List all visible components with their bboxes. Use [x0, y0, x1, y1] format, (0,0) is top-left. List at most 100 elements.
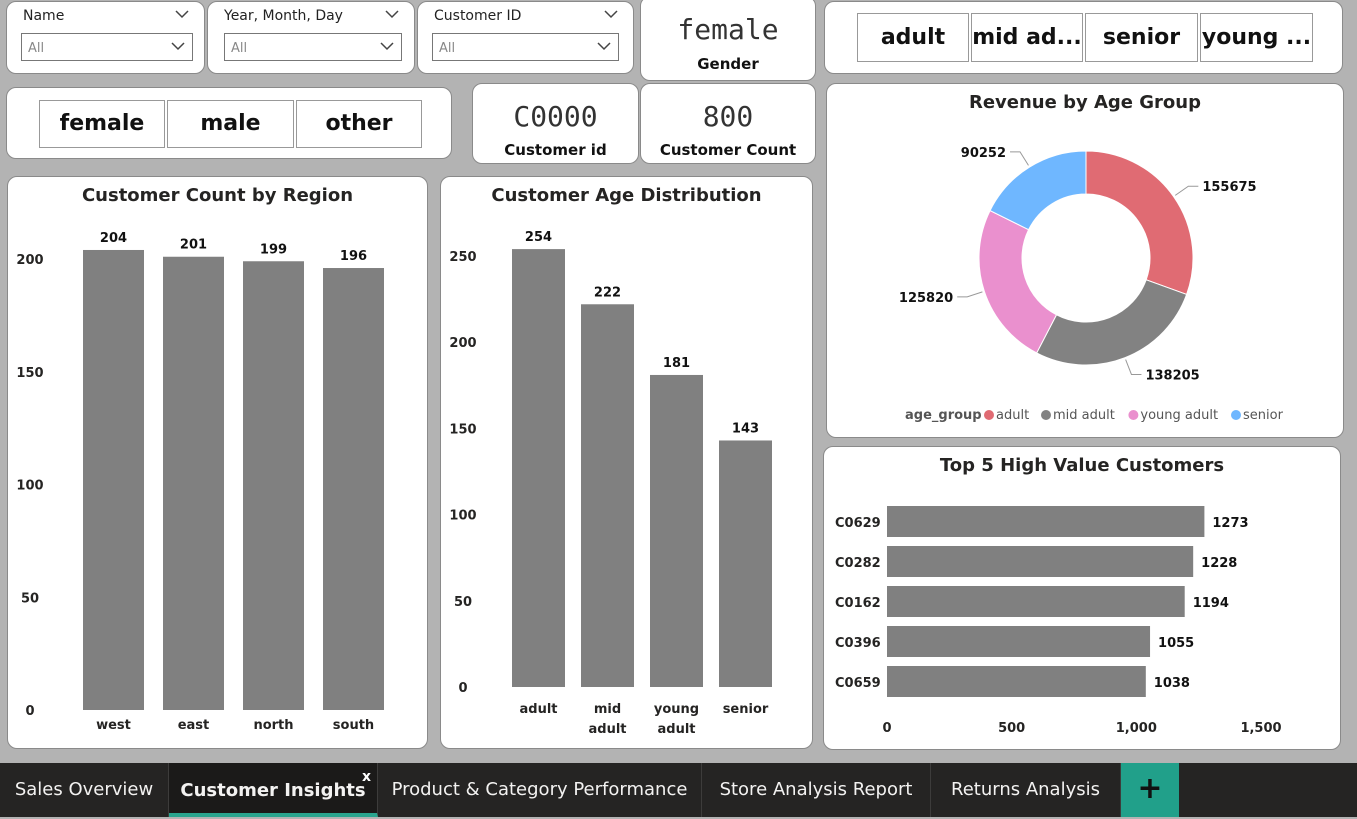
bar [887, 586, 1185, 617]
add-page-button[interactable]: + [1121, 763, 1179, 817]
age-button-senior[interactable]: senior [1085, 13, 1198, 62]
name-slicer-label: Name [23, 8, 65, 24]
bar [243, 261, 304, 710]
page-tab-bar: Sales Overview Customer Insights x Produ… [0, 763, 1357, 817]
bar [887, 506, 1205, 537]
y-tick-label: 50 [21, 591, 39, 606]
data-label: 199 [260, 242, 287, 257]
data-label: 204 [100, 231, 127, 246]
bar [887, 626, 1151, 657]
category-label: C0396 [835, 636, 881, 651]
date-slicer: Year, Month, Day All [207, 1, 415, 74]
age-button-mid-adult[interactable]: mid ad... [971, 13, 1083, 62]
age-chart-card: Customer Age Distribution 0 50 100 150 200 25… [440, 176, 813, 749]
y-tick-label: 0 [458, 681, 467, 696]
tab-store-analysis-report[interactable]: Store Analysis Report [702, 763, 931, 817]
slice-value-label: 125820 [899, 291, 953, 306]
close-icon[interactable]: x [361, 769, 371, 785]
date-slicer-label: Year, Month, Day [224, 8, 343, 24]
customer-id-dropdown-value: All [439, 41, 456, 56]
data-label: 1194 [1193, 596, 1229, 611]
x-tick-label: 1,500 [1240, 721, 1281, 736]
leader-line [957, 291, 983, 298]
customer-id-dropdown[interactable]: All [432, 33, 619, 61]
leader-line [1174, 185, 1199, 196]
gender-button-male[interactable]: male [167, 100, 294, 148]
age-group-slicer: adult mid ad... senior young ... [824, 1, 1343, 74]
gender-value: female [677, 13, 779, 46]
region-chart-card: Customer Count by Region 0 50 100 150 200 204… [7, 176, 428, 749]
y-tick-label: 50 [454, 595, 472, 610]
gender-card: female Gender [640, 0, 816, 81]
tab-label: Customer Insights [180, 780, 366, 801]
legend-marker [1041, 410, 1051, 420]
y-tick-label: 100 [16, 479, 43, 494]
legend-marker [984, 410, 994, 420]
data-label: 201 [180, 238, 207, 253]
top-customers-card: Top 5 High Value Customers C0629 1273 C028… [823, 446, 1341, 750]
data-label: 254 [525, 230, 552, 245]
tab-label: Store Analysis Report [719, 779, 913, 800]
customer-id-value: C0000 [513, 100, 598, 133]
category-label: south [333, 718, 374, 733]
category-label: C0659 [835, 676, 881, 691]
tab-product-category-performance[interactable]: Product & Category Performance [378, 763, 702, 817]
age-button-adult[interactable]: adult [857, 13, 969, 62]
category-label: adult [657, 722, 695, 737]
data-label: 1273 [1212, 516, 1248, 531]
revenue-donut-chart: 155675 138205 125820 90252 age_group adult mid… [899, 146, 1284, 423]
tab-label: Returns Analysis [951, 779, 1100, 800]
legend-item: adult [996, 408, 1029, 423]
bar [650, 374, 703, 687]
data-label: 1055 [1158, 636, 1194, 651]
y-tick-label: 150 [449, 422, 476, 437]
category-label: C0629 [835, 516, 881, 531]
gender-button-female[interactable]: female [39, 100, 165, 148]
customer-count-value: 800 [702, 100, 754, 133]
gender-button-other[interactable]: other [296, 100, 422, 148]
bar [83, 249, 144, 710]
y-tick-label: 100 [449, 509, 476, 524]
legend-item: young adult [1140, 408, 1218, 423]
donut-slice [978, 209, 1058, 354]
age-button-young-adult[interactable]: young ... [1200, 13, 1313, 62]
age-chart-title: Customer Age Distribution [491, 185, 762, 206]
bar [163, 256, 224, 710]
x-tick-label: 1,000 [1116, 721, 1157, 736]
category-label: west [96, 718, 131, 733]
bar [581, 304, 634, 687]
chevron-down-icon[interactable] [384, 8, 400, 20]
tab-returns-analysis[interactable]: Returns Analysis [931, 763, 1121, 817]
chevron-down-icon [171, 42, 185, 51]
date-dropdown-value: All [231, 41, 248, 56]
gender-label: Gender [697, 55, 759, 73]
region-chart-title: Customer Count by Region [81, 185, 354, 206]
data-label: 222 [594, 285, 621, 300]
legend-marker [1128, 410, 1139, 420]
tab-label: Product & Category Performance [391, 779, 688, 800]
category-label: mid [594, 702, 621, 717]
date-dropdown[interactable]: All [224, 33, 402, 61]
gender-slicer: female male other [6, 87, 452, 159]
category-label: east [178, 718, 210, 733]
chevron-down-icon[interactable] [174, 8, 190, 20]
bar [512, 249, 565, 687]
chevron-down-icon [597, 42, 611, 51]
tab-label: Sales Overview [14, 779, 154, 800]
category-label: adult [519, 702, 557, 717]
tab-sales-overview[interactable]: Sales Overview [0, 763, 169, 817]
region-chart: 0 50 100 150 200 204 west 201 east 199 north 196 sou… [16, 231, 384, 733]
tab-customer-insights[interactable]: Customer Insights x [169, 763, 378, 817]
y-tick-label: 150 [16, 366, 43, 381]
leader-line [1125, 359, 1142, 375]
legend-title: age_group [905, 408, 982, 423]
top-customers-title: Top 5 High Value Customers [939, 455, 1225, 476]
category-label: senior [723, 702, 769, 717]
donut-slice [1035, 279, 1188, 366]
data-label: 1228 [1201, 556, 1237, 571]
donut-slice [1085, 150, 1194, 296]
chevron-down-icon[interactable] [603, 8, 619, 20]
y-tick-label: 200 [16, 253, 43, 268]
name-dropdown[interactable]: All [21, 33, 193, 61]
customer-id-slicer: Customer ID All [417, 1, 634, 74]
